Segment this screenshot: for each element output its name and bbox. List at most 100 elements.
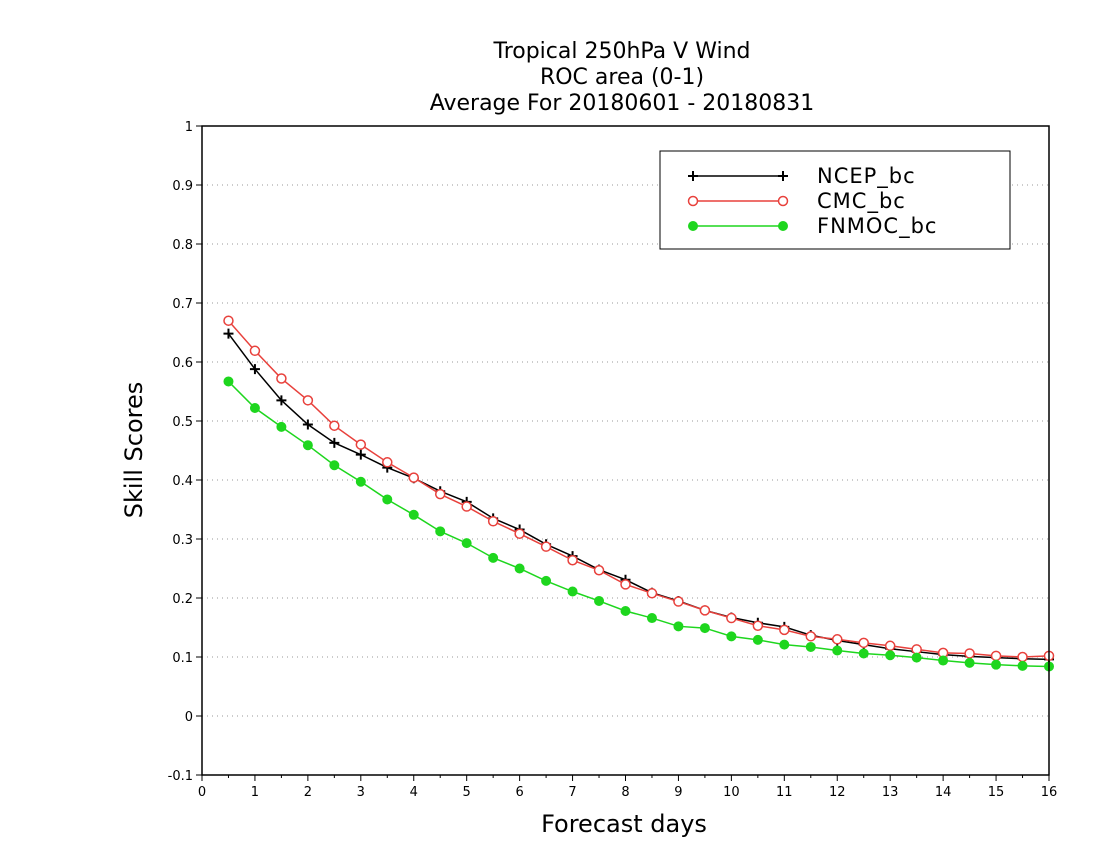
legend-label: CMC_bc <box>817 189 906 214</box>
data-point <box>382 457 393 468</box>
data-point <box>223 376 234 387</box>
data-point <box>938 655 949 666</box>
y-tick-label: 1 <box>185 120 193 135</box>
y-tick-label: 0.9 <box>172 179 193 194</box>
data-point <box>461 501 472 512</box>
data-point <box>646 613 657 624</box>
x-tick-label: 14 <box>935 785 952 800</box>
x-tick-label: 5 <box>463 785 471 800</box>
data-point <box>699 605 711 616</box>
legend-marker <box>688 171 698 181</box>
data-point <box>964 657 975 668</box>
data-point <box>805 641 816 652</box>
x-tick-label: 4 <box>410 785 418 800</box>
y-tick-label: 0.7 <box>172 297 193 312</box>
legend-label: NCEP_bc <box>817 164 916 189</box>
data-point <box>355 476 366 487</box>
data-point <box>355 449 366 460</box>
data-point <box>779 624 790 636</box>
y-tick-label: 0.3 <box>172 533 193 548</box>
y-tick-label: 0.6 <box>172 356 193 371</box>
legend-marker <box>688 221 698 231</box>
data-point <box>382 494 393 505</box>
data-point <box>276 373 287 384</box>
data-point <box>223 315 234 326</box>
data-point <box>488 552 499 563</box>
x-tick-label: 11 <box>776 785 793 800</box>
y-tick-label: 0.4 <box>172 474 193 489</box>
data-point <box>752 620 764 631</box>
data-point <box>514 563 525 574</box>
data-point <box>435 526 446 537</box>
axis-ticks: -0.100.10.20.30.40.50.60.70.80.910 1 2 3 4 5 6… <box>168 120 1058 800</box>
data-point <box>567 586 578 597</box>
data-point <box>514 528 525 539</box>
legend-item: FNMOC_bc <box>688 214 937 239</box>
data-point <box>461 538 472 549</box>
data-point <box>567 554 578 566</box>
x-tick-label: 1 <box>251 785 259 800</box>
data-point <box>434 488 446 500</box>
data-point <box>726 612 737 624</box>
data-point <box>832 634 843 645</box>
legend-box <box>659 150 1011 250</box>
data-point <box>249 345 261 357</box>
data-point <box>329 420 340 431</box>
data-point <box>594 595 605 606</box>
x-tick-label: 12 <box>829 785 846 800</box>
data-point <box>620 605 631 616</box>
data-point <box>911 644 922 655</box>
data-point <box>1017 660 1028 671</box>
series-line <box>227 333 1050 661</box>
data-point <box>858 637 869 649</box>
data-point <box>832 645 843 656</box>
data-point <box>699 623 710 634</box>
data-point <box>964 648 975 659</box>
data-point <box>223 328 234 339</box>
series-line <box>227 320 1050 658</box>
data-point <box>355 439 367 450</box>
chart-title-line-3: Average For 20180601 - 20180831 <box>430 91 815 116</box>
data-point <box>487 516 499 527</box>
y-tick-label: 0.2 <box>172 592 193 607</box>
data-point <box>329 437 340 448</box>
y-axis-label: Skill Scores <box>120 382 148 519</box>
data-point <box>329 460 340 471</box>
chart-title-line-2: ROC area (0-1) <box>540 65 704 90</box>
series-CMC_bc <box>223 315 1055 663</box>
x-tick-label: 16 <box>1041 785 1058 800</box>
y-tick-label: -0.1 <box>168 769 193 784</box>
data-point <box>302 440 313 451</box>
data-point <box>673 621 684 632</box>
data-point <box>620 579 631 590</box>
x-tick-label: 8 <box>621 785 629 800</box>
data-point <box>249 403 260 414</box>
data-point <box>726 631 737 642</box>
data-point <box>990 650 1002 662</box>
data-point <box>249 364 260 375</box>
data-point <box>779 639 790 650</box>
series-FNMOC_bc <box>223 376 1054 672</box>
legend-marker <box>778 171 788 181</box>
data-point <box>408 472 419 483</box>
series-line <box>227 380 1050 668</box>
y-tick-label: 0.8 <box>172 238 193 253</box>
chart-title-line-1: Tropical 250hPa V Wind <box>492 39 750 64</box>
legend-item: CMC_bc <box>687 189 906 214</box>
y-tick-label: 0 <box>185 710 193 725</box>
data-point <box>884 640 896 652</box>
legend-marker <box>687 195 699 207</box>
x-tick-label: 7 <box>568 785 576 800</box>
data-point <box>673 596 684 607</box>
data-point <box>276 395 287 406</box>
data-point <box>805 631 817 642</box>
data-point <box>858 648 869 659</box>
data-point <box>885 650 896 661</box>
legend-marker <box>778 221 788 231</box>
data-point <box>1017 651 1028 663</box>
data-point <box>911 652 922 663</box>
legend-label: FNMOC_bc <box>817 214 937 239</box>
